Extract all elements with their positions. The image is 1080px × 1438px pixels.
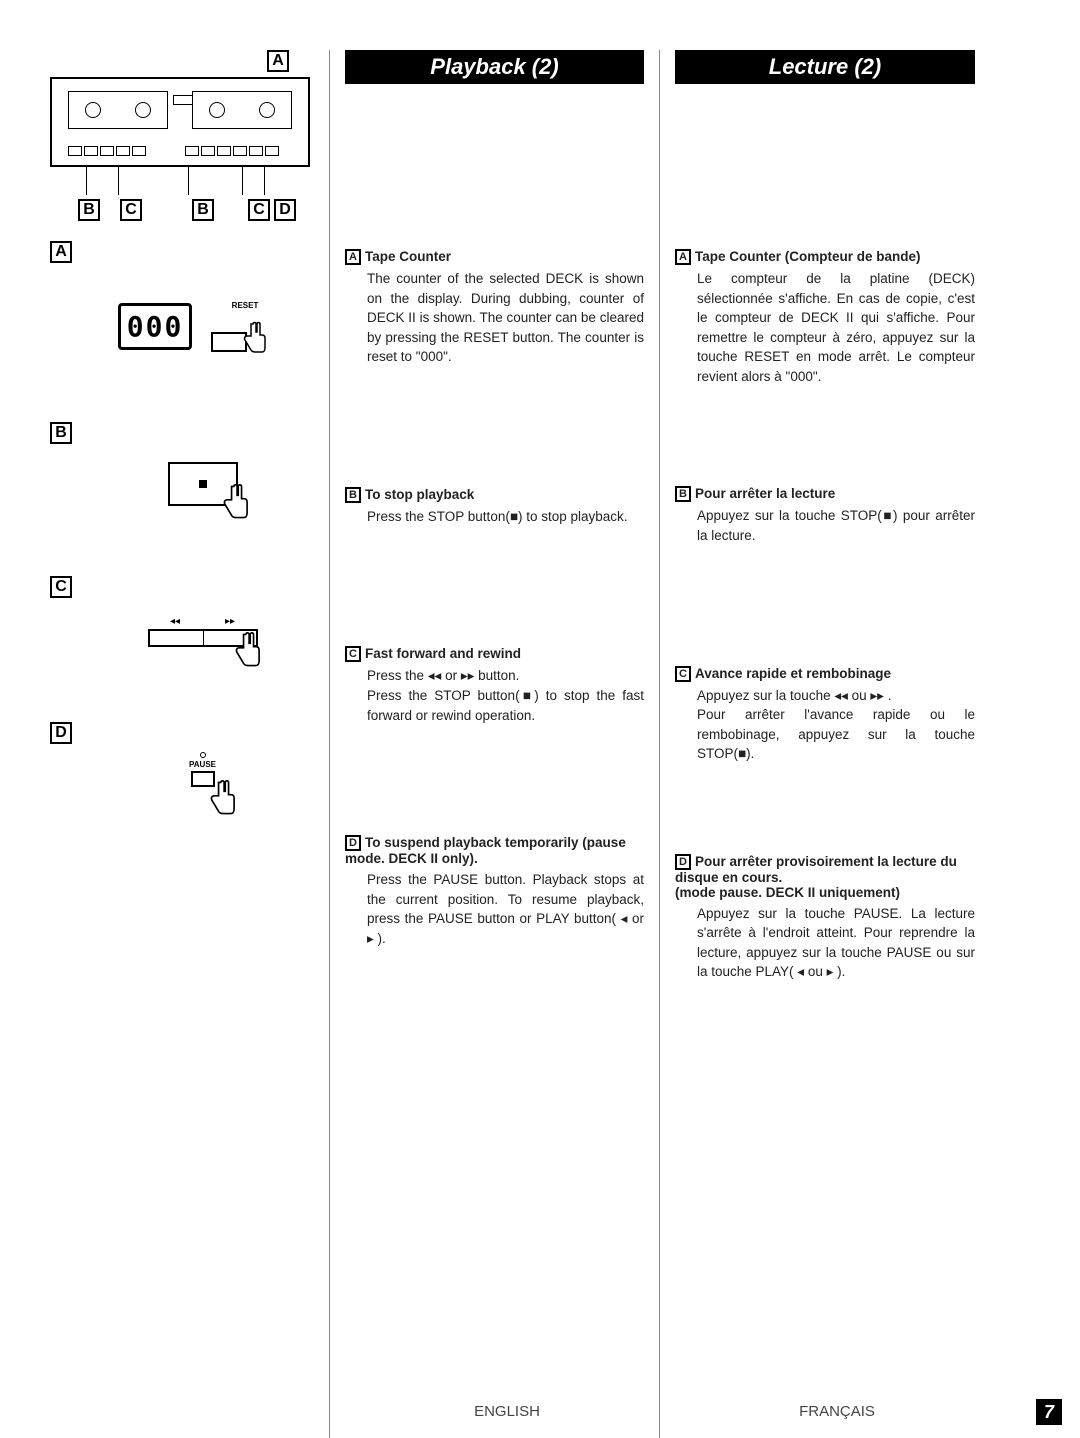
section-B-fr: B Pour arrêter la lecture Appuyez sur la … bbox=[675, 486, 975, 545]
body-D-en: Press the PAUSE button. Playback stops a… bbox=[345, 870, 644, 948]
body-C-fr-2: Pour arrêter l'avance rapide ou le rembo… bbox=[697, 705, 975, 764]
left-section-A: A 000 RESET bbox=[50, 241, 319, 352]
callout-B1: B bbox=[78, 199, 100, 221]
marker-A-fr: A bbox=[675, 249, 691, 265]
body-B-en: Press the STOP button(■) to stop playbac… bbox=[345, 507, 644, 527]
title-C-en: Fast forward and rewind bbox=[365, 646, 521, 661]
footer: ENGLISH FRANÇAIS 7 bbox=[0, 1403, 1080, 1420]
body-C-fr-1: Appuyez sur la touche ◂◂ ou ▸▸ . bbox=[697, 686, 975, 706]
marker-B: B bbox=[345, 487, 361, 503]
left-section-D: D PAUSE bbox=[50, 722, 319, 787]
marker-C: C bbox=[345, 646, 361, 662]
callout-D: D bbox=[274, 199, 296, 221]
footer-french: FRANÇAIS bbox=[672, 1403, 1002, 1420]
diagram-column: A bbox=[50, 50, 330, 1438]
body-C-en-2: Press the STOP button(■) to stop the fas… bbox=[367, 686, 644, 725]
body-B-fr: Appuyez sur la touche STOP(■) pour arrêt… bbox=[675, 506, 975, 545]
body-A-fr: Le compteur de la platine (DECK) sélecti… bbox=[675, 269, 975, 386]
marker-D-fr: D bbox=[675, 854, 691, 870]
left-section-B: B bbox=[50, 422, 319, 506]
header-french: Lecture (2) bbox=[675, 50, 975, 84]
device-callout-A: A bbox=[50, 50, 319, 72]
title-B-en: To stop playback bbox=[365, 487, 474, 502]
title-C-fr: Avance rapide et rembobinage bbox=[695, 666, 891, 681]
marker-B-fr: B bbox=[675, 486, 691, 502]
pause-label: PAUSE bbox=[189, 760, 216, 769]
footer-english: ENGLISH bbox=[342, 1403, 672, 1420]
marker-A: A bbox=[345, 249, 361, 265]
section-D-fr: DPour arrêter provisoirement la lecture … bbox=[675, 854, 975, 982]
title-D-fr: Pour arrêter provisoirement la lecture d… bbox=[675, 854, 957, 900]
row-label-D: D bbox=[50, 722, 72, 744]
reset-label: RESET bbox=[203, 301, 287, 310]
callout-labels: B C B C D bbox=[50, 199, 310, 221]
marker-C-fr: C bbox=[675, 666, 691, 682]
row-label-A: A bbox=[50, 241, 72, 263]
cassette-deck-illustration bbox=[50, 77, 310, 167]
title-D-en: To suspend playback temporarily (pause m… bbox=[345, 835, 626, 866]
section-C-fr: C Avance rapide et rembobinage Appuyez su… bbox=[675, 666, 975, 764]
body-C-en-1: Press the ◂◂ or ▸▸ button. bbox=[367, 666, 644, 686]
callout-C1: C bbox=[120, 199, 142, 221]
callout-lines bbox=[50, 167, 310, 199]
french-column: Lecture (2) A Tape Counter (Compteur de b… bbox=[660, 50, 990, 1438]
rewind-icon: ◂◂ bbox=[170, 616, 180, 627]
callout-C2: C bbox=[248, 199, 270, 221]
title-A-fr: Tape Counter (Compteur de bande) bbox=[695, 249, 921, 264]
device-diagram: B C B C D bbox=[50, 77, 319, 221]
marker-D: D bbox=[345, 835, 361, 851]
label-A: A bbox=[267, 50, 289, 72]
callout-B2: B bbox=[192, 199, 214, 221]
page: A bbox=[0, 0, 1080, 1438]
section-D-en: DTo suspend playback temporarily (pause … bbox=[345, 835, 644, 948]
counter-display: 000 bbox=[118, 303, 193, 350]
left-section-C: C ◂◂ ▸▸ bbox=[50, 576, 319, 652]
counter-illustration: 000 RESET bbox=[86, 241, 319, 352]
title-B-fr: Pour arrêter la lecture bbox=[695, 486, 835, 501]
hand-press-icon bbox=[216, 482, 256, 522]
stop-illustration bbox=[86, 422, 319, 506]
page-number: 7 bbox=[1036, 1399, 1062, 1425]
row-label-B: B bbox=[50, 422, 72, 444]
section-C-en: C Fast forward and rewind Press the ◂◂ or… bbox=[345, 646, 644, 725]
hand-press-icon bbox=[228, 630, 268, 670]
hand-press-icon bbox=[203, 778, 243, 818]
fastforward-icon: ▸▸ bbox=[225, 616, 235, 627]
ffrew-illustration: ◂◂ ▸▸ bbox=[86, 576, 319, 652]
section-B-en: B To stop playback Press the STOP button(… bbox=[345, 487, 644, 527]
section-A-fr: A Tape Counter (Compteur de bande) Le com… bbox=[675, 249, 975, 386]
section-A-en: A Tape Counter The counter of the selecte… bbox=[345, 249, 644, 367]
body-A-en: The counter of the selected DECK is show… bbox=[345, 269, 644, 367]
row-label-C: C bbox=[50, 576, 72, 598]
header-english: Playback (2) bbox=[345, 50, 644, 84]
hand-press-icon bbox=[237, 320, 273, 356]
title-A-en: Tape Counter bbox=[365, 249, 451, 264]
pause-illustration: PAUSE bbox=[86, 722, 319, 787]
body-D-fr: Appuyez sur la touche PAUSE. La lecture … bbox=[675, 904, 975, 982]
english-column: Playback (2) A Tape Counter The counter o… bbox=[330, 50, 660, 1438]
